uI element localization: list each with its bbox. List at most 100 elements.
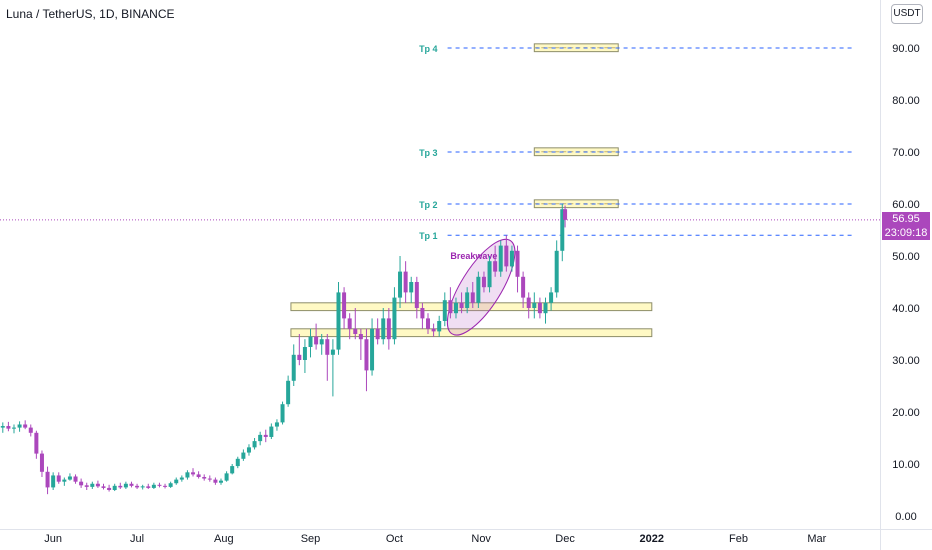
candle-body [34,432,39,454]
candle-body [481,276,486,288]
candle-body [459,302,464,308]
candle-body [51,475,56,488]
candle [39,450,44,477]
candle-body [218,480,223,483]
candle-body [258,434,263,442]
candle [521,271,526,308]
candle-body [146,486,151,488]
candle [375,318,380,345]
candle [230,464,235,475]
candle [560,204,565,262]
candle-body [448,300,453,314]
candle-body [560,209,565,251]
candle [554,240,559,298]
candle-body [84,485,89,487]
candle [224,471,229,482]
candle [274,419,279,431]
candle-body [325,339,330,355]
candle-body [62,479,67,482]
candle [347,313,352,340]
candle-body [129,483,134,486]
candle [420,302,425,329]
candle [196,471,201,479]
countdown-label: 23:09:18 [882,226,930,240]
candle-body [140,486,145,488]
candle [56,472,61,484]
candle-body [465,292,470,308]
candle [297,334,302,366]
candle-body [364,339,369,371]
candle-body [381,318,386,340]
candle [157,482,162,488]
candle [526,292,531,319]
candle [459,292,464,314]
candle-body [498,245,503,272]
y-tick-label: 70.00 [892,147,920,159]
candle [302,339,307,373]
candle-body [185,472,190,478]
candle-body [297,354,302,360]
candle [291,344,296,386]
y-tick-label: 60.00 [892,199,920,211]
candle [448,287,453,319]
candle-body [537,302,542,314]
candle [353,308,358,340]
target-label: Tp 2 [419,200,438,210]
candle-body [230,466,235,474]
last-price-label: 56.95 [882,212,930,226]
candle [487,256,492,293]
candle [453,297,458,319]
candle-body [532,302,537,308]
candle-body [470,292,475,303]
candle [6,421,11,432]
candle-body [241,452,246,459]
candle-body [56,475,61,482]
candle [325,334,330,381]
candle-body [246,447,251,453]
candle [465,287,470,314]
candle [470,282,475,308]
candle-body [235,458,240,467]
candle [140,484,145,490]
x-tick-label: Oct [386,533,403,545]
x-tick-label: Jun [44,533,62,545]
candle [342,287,347,329]
candle [79,478,84,488]
candle [90,481,95,489]
candle [409,276,414,303]
plot-area [0,0,880,529]
candle [532,292,537,319]
candle [426,313,431,334]
candle [392,287,397,345]
candle-body [403,271,408,293]
candle-body [79,481,84,486]
target-label: Tp 4 [419,44,438,54]
candle-body [274,422,279,427]
candle [84,482,89,490]
candle [73,474,78,484]
target-label: Tp 1 [419,231,438,241]
candle-body [493,261,498,272]
candle-body [39,453,44,472]
candle-body [179,477,184,480]
candle [398,256,403,308]
candle [414,276,419,319]
candle-body [414,282,419,308]
candle [476,271,481,308]
candle-body [442,300,447,321]
candle [213,477,218,485]
candle-body [202,477,207,479]
breakwave-label: Breakwave [450,251,497,261]
candle [252,438,257,450]
candle [314,323,319,350]
candle-body [263,434,268,437]
symbol-title: Luna / TetherUS, 1D, BINANCE [6,7,175,21]
x-tick-label: Jul [130,533,144,545]
currency-button[interactable]: USDT [891,4,923,24]
candle-body [426,318,431,329]
y-tick-label: 30.00 [892,355,920,367]
x-tick-label: Sep [301,533,321,545]
candle-body [0,426,5,428]
y-tick-label: 50.00 [892,251,920,263]
